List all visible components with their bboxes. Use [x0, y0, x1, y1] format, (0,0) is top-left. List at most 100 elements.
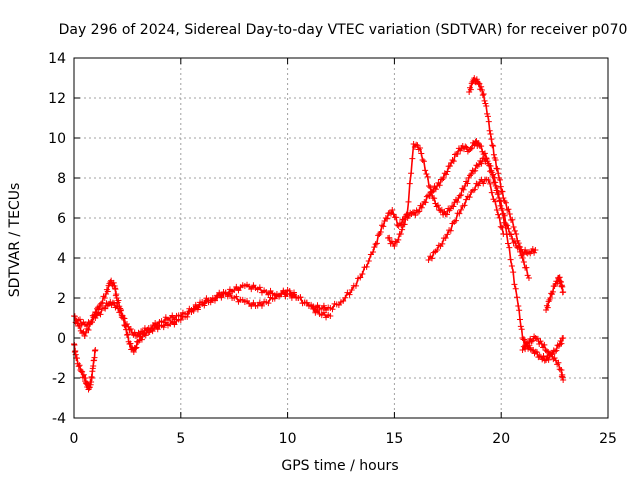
data-point — [444, 168, 451, 175]
data-point — [552, 348, 559, 355]
data-point — [258, 302, 265, 309]
data-point — [359, 271, 366, 277]
data-point — [442, 235, 449, 241]
data-point — [487, 163, 494, 169]
data-point — [75, 363, 82, 370]
data-point — [541, 341, 548, 348]
data-point — [310, 306, 317, 313]
data-point — [417, 145, 424, 151]
data-point — [389, 207, 396, 213]
data-point — [525, 249, 532, 255]
data-point — [560, 335, 567, 341]
data-point — [505, 225, 512, 232]
data-point — [493, 207, 500, 213]
data-point — [127, 326, 134, 333]
y-tick-label: 0 — [57, 331, 66, 347]
data-point — [426, 193, 433, 200]
data-point — [409, 155, 416, 162]
data-point — [194, 304, 201, 311]
data-point — [506, 211, 513, 217]
data-point — [510, 269, 517, 276]
data-point — [412, 212, 419, 219]
data-point — [458, 206, 465, 213]
data-point — [468, 171, 475, 177]
data-point — [121, 315, 128, 322]
data-point — [496, 214, 503, 221]
series-track-7 — [519, 333, 567, 383]
data-point — [558, 367, 565, 374]
data-point — [100, 305, 107, 311]
data-point — [467, 146, 474, 153]
data-point — [488, 189, 495, 196]
data-point — [113, 303, 120, 309]
data-point — [540, 353, 547, 360]
data-point — [485, 118, 492, 125]
data-point — [291, 289, 298, 296]
data-point — [446, 163, 453, 169]
data-point — [265, 300, 272, 307]
y-tick-label: 4 — [57, 251, 66, 267]
data-point — [363, 263, 370, 270]
data-point — [499, 188, 506, 195]
data-point — [80, 328, 87, 335]
data-point — [504, 206, 511, 213]
data-point — [88, 374, 95, 381]
data-point — [135, 329, 142, 336]
data-point — [490, 143, 497, 149]
data-point — [513, 231, 520, 237]
data-point — [460, 186, 467, 193]
y-tick-label: 10 — [48, 131, 66, 147]
data-point — [111, 300, 118, 307]
data-point — [340, 297, 347, 304]
data-point — [467, 86, 474, 93]
data-point — [506, 231, 513, 237]
data-point — [437, 207, 444, 214]
data-point — [418, 150, 425, 157]
data-point — [439, 176, 446, 183]
data-point — [297, 294, 304, 301]
data-point — [117, 307, 124, 314]
data-point — [529, 245, 536, 252]
data-point — [443, 211, 450, 218]
data-point — [135, 339, 142, 345]
data-point — [495, 211, 502, 218]
data-point — [538, 341, 545, 347]
data-point — [489, 142, 496, 149]
data-point — [472, 139, 479, 145]
data-point — [97, 300, 104, 307]
data-point — [529, 337, 536, 344]
data-point — [522, 246, 529, 253]
data-point — [454, 151, 461, 158]
data-point — [505, 206, 512, 213]
data-point — [508, 231, 515, 238]
data-point — [78, 368, 85, 375]
data-point — [423, 171, 430, 177]
data-point — [420, 158, 427, 165]
data-point — [507, 256, 514, 263]
data-point — [500, 231, 507, 237]
data-point — [397, 231, 404, 237]
chart-title: Day 296 of 2024, Sidereal Day-to-day VTE… — [59, 22, 628, 38]
data-point — [527, 346, 534, 353]
x-tick-label: 5 — [176, 431, 185, 447]
x-axis: 0 5 10 15 20 25 — [70, 58, 617, 447]
data-point — [371, 244, 378, 251]
data-point — [248, 286, 255, 293]
data-point — [286, 288, 293, 295]
data-point — [480, 91, 487, 98]
data-point — [559, 283, 566, 290]
data-point — [447, 227, 454, 234]
data-point — [136, 332, 143, 339]
y-tick-label: 14 — [48, 51, 66, 67]
data-point — [201, 300, 208, 307]
x-axis-label: GPS time / hours — [281, 458, 398, 474]
data-point — [256, 284, 263, 291]
y-tick-label: -4 — [52, 411, 66, 427]
data-point — [551, 355, 558, 361]
data-point — [500, 195, 507, 201]
data-point — [124, 331, 131, 338]
data-point — [511, 281, 518, 288]
data-point — [410, 141, 417, 147]
data-point — [516, 307, 523, 314]
data-point — [375, 232, 382, 239]
